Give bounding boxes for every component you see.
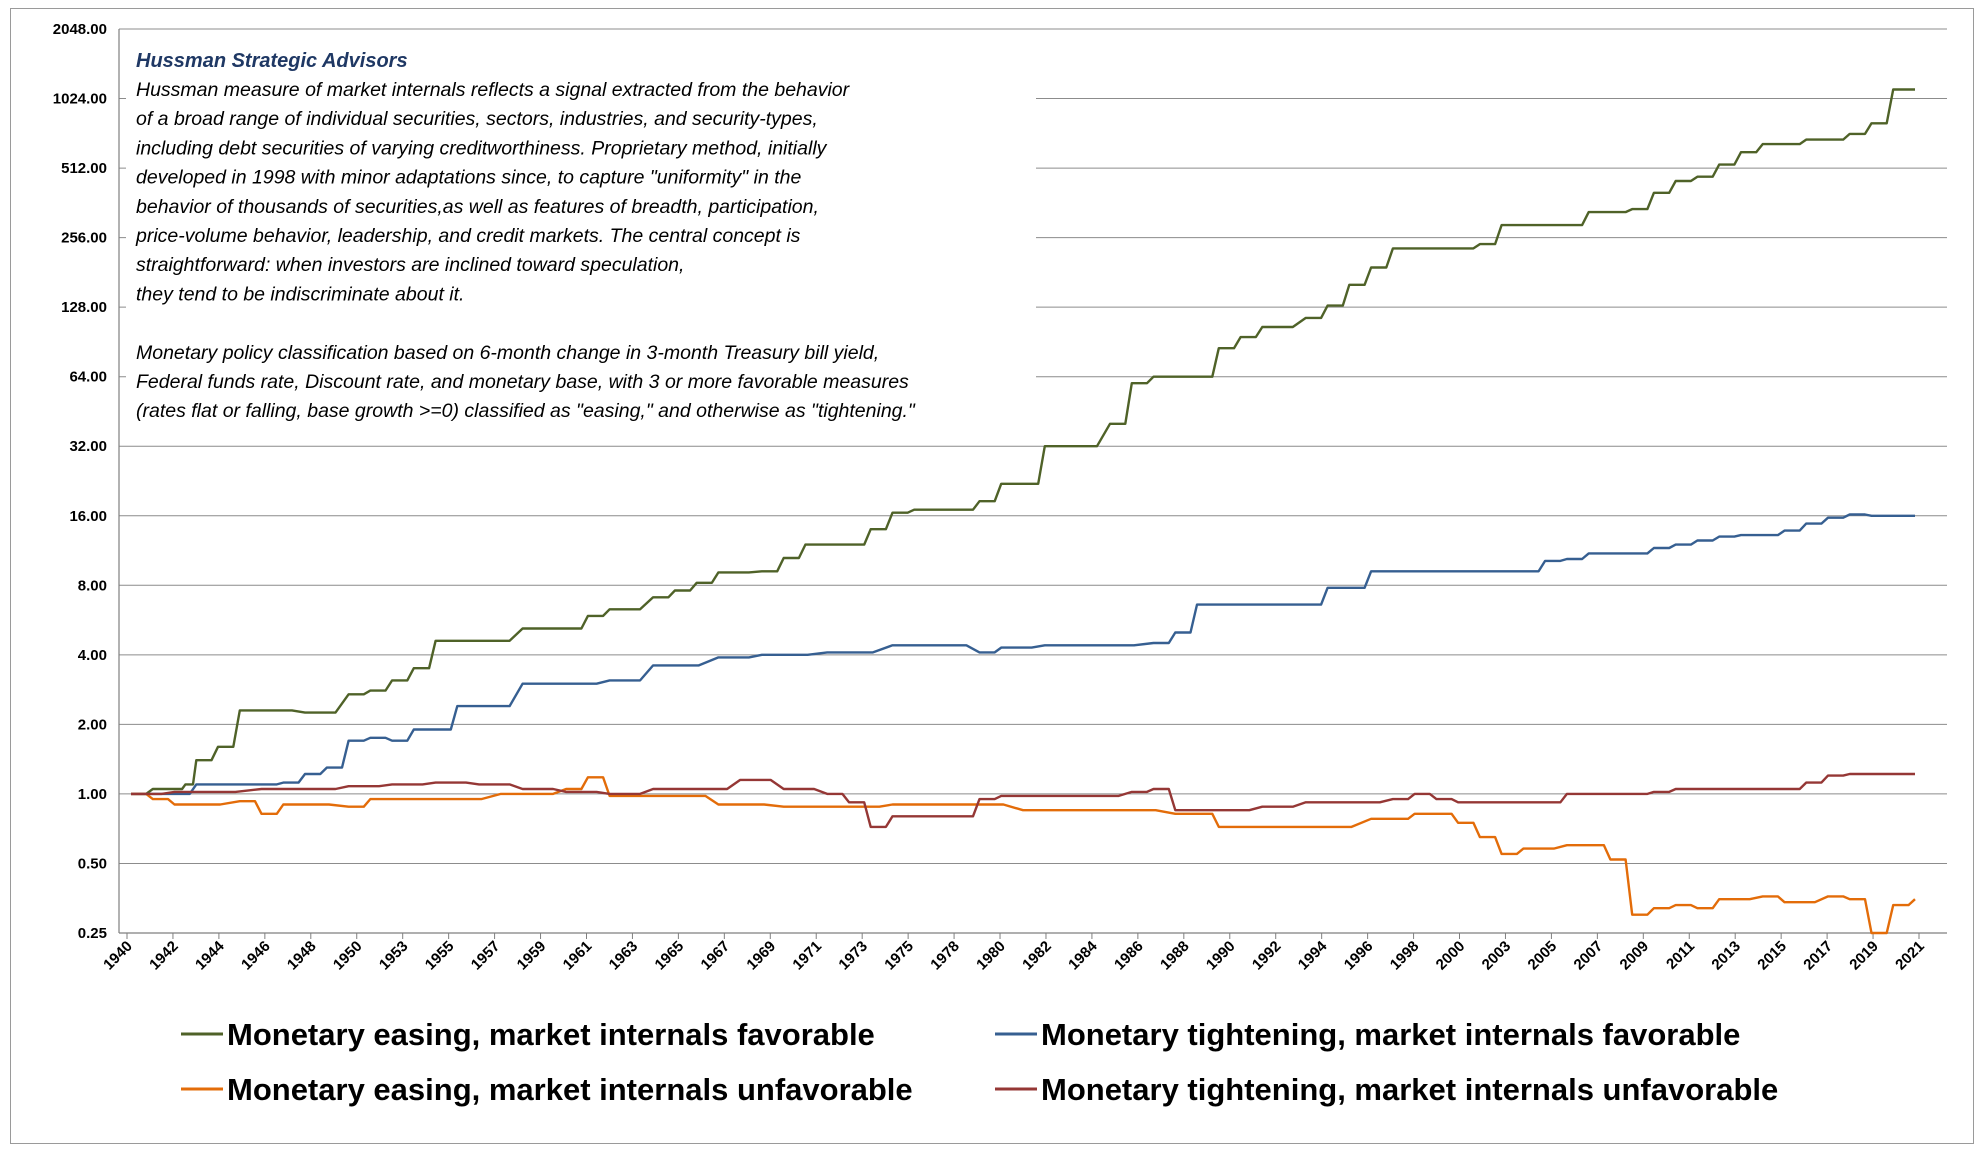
x-tick-label: 1963 bbox=[606, 938, 642, 974]
legend: Monetary easing, market internals favora… bbox=[181, 1017, 1778, 1107]
x-tick-label: 1946 bbox=[238, 938, 274, 974]
x-tick-label: 1955 bbox=[422, 938, 458, 974]
series-line-2 bbox=[131, 513, 1915, 796]
y-tick-label: 0.50 bbox=[78, 855, 107, 872]
x-tick-label: 1940 bbox=[100, 938, 136, 974]
x-tick-label: 1965 bbox=[652, 938, 688, 974]
y-tick-label: 0.25 bbox=[78, 925, 107, 942]
x-tick-label: 1961 bbox=[560, 938, 596, 974]
series-line-1 bbox=[131, 88, 1915, 796]
y-tick-label: 256.00 bbox=[61, 230, 107, 247]
annotation-line: Federal funds rate, Discount rate, and m… bbox=[136, 371, 909, 393]
legend-label: Monetary easing, market internals unfavo… bbox=[227, 1072, 913, 1107]
y-tick-label: 64.00 bbox=[69, 369, 107, 386]
annotation-line: they tend to be indiscriminate about it. bbox=[136, 283, 464, 305]
x-tick-label: 2007 bbox=[1571, 938, 1607, 974]
y-tick-label: 512.00 bbox=[61, 160, 107, 177]
annotation-title: Hussman Strategic Advisors bbox=[136, 50, 408, 72]
legend-label: Monetary tightening, market internals fa… bbox=[1041, 1017, 1740, 1052]
x-tick-label: 1998 bbox=[1387, 938, 1423, 974]
chart-canvas: Hussman Strategic Advisors Hussman measu… bbox=[53, 21, 1947, 1107]
x-tick-label: 1948 bbox=[284, 938, 320, 974]
annotation-line: price-volume behavior, leadership, and c… bbox=[135, 225, 801, 247]
y-tick-label: 1.00 bbox=[78, 786, 107, 803]
x-tick-label: 1957 bbox=[468, 938, 504, 974]
x-tick-label: 1953 bbox=[376, 938, 412, 974]
x-tick-label: 2015 bbox=[1754, 938, 1790, 974]
annotation-line: (rates flat or falling, base growth >=0)… bbox=[136, 400, 916, 422]
x-tick-label: 1978 bbox=[927, 938, 963, 974]
x-tick-label: 2005 bbox=[1525, 938, 1561, 974]
y-tick-label: 128.00 bbox=[61, 299, 107, 316]
x-tick-label: 2013 bbox=[1708, 938, 1744, 974]
x-tick-label: 2011 bbox=[1663, 938, 1698, 973]
y-tick-label: 32.00 bbox=[69, 438, 107, 455]
legend-label: Monetary tightening, market internals un… bbox=[1041, 1072, 1778, 1107]
y-tick-labels: 0.25 0.50 1.00 2.00 4.00 8.00 16.00 32.00 64.00 1… bbox=[53, 21, 107, 942]
axes bbox=[118, 29, 1947, 939]
x-tick-label: 1971 bbox=[789, 938, 825, 974]
x-tick-labels: 1940 1942 1944 1946 1948 1950 1953 1955 1957 1959… bbox=[100, 937, 1928, 973]
x-tick-label: 1967 bbox=[698, 938, 734, 974]
x-tick-label: 2009 bbox=[1617, 938, 1653, 974]
x-tick-label: 2021 bbox=[1892, 938, 1928, 974]
series-lines bbox=[131, 88, 1916, 935]
x-tick-label: 1975 bbox=[881, 938, 917, 974]
x-tick-label: 1980 bbox=[973, 938, 1009, 974]
annotation-box: Hussman Strategic Advisors Hussman measu… bbox=[126, 31, 1036, 429]
x-tick-label: 2019 bbox=[1846, 938, 1882, 974]
annotation-line: of a broad range of individual securitie… bbox=[136, 108, 818, 130]
x-tick-label: 2003 bbox=[1479, 938, 1515, 974]
series-line-4 bbox=[131, 772, 1915, 829]
x-tick-label: 1992 bbox=[1249, 938, 1285, 974]
x-tick-label: 1994 bbox=[1295, 937, 1331, 973]
series-line-3 bbox=[131, 776, 1916, 935]
y-tick-label: 4.00 bbox=[78, 647, 107, 664]
x-tick-label: 1944 bbox=[192, 937, 228, 973]
x-tick-label: 1990 bbox=[1203, 938, 1239, 974]
x-tick-label: 1950 bbox=[330, 938, 366, 974]
y-tick-label: 16.00 bbox=[69, 508, 107, 525]
annotation-line: Hussman measure of market internals refl… bbox=[136, 79, 851, 101]
x-tick-label: 1973 bbox=[835, 938, 871, 974]
y-tick-label: 1024.00 bbox=[53, 91, 107, 108]
x-tick-label: 1969 bbox=[743, 938, 779, 974]
x-tick-label: 1982 bbox=[1019, 938, 1055, 974]
y-tick-label: 2048.00 bbox=[53, 21, 107, 38]
x-tick-label: 1988 bbox=[1157, 938, 1193, 974]
x-tick-label: 1986 bbox=[1111, 938, 1147, 974]
annotation-line: Monetary policy classification based on … bbox=[136, 342, 879, 364]
x-tick-label: 1996 bbox=[1341, 938, 1377, 974]
annotation-line: developed in 1998 with minor adaptations… bbox=[136, 167, 801, 189]
x-tick-label: 1984 bbox=[1065, 937, 1101, 973]
legend-label: Monetary easing, market internals favora… bbox=[227, 1017, 875, 1052]
x-tick-label: 1959 bbox=[514, 938, 550, 974]
annotation-line: including debt securities of varying cre… bbox=[136, 137, 828, 159]
y-tick-label: 2.00 bbox=[78, 716, 107, 733]
x-tick-label: 2017 bbox=[1800, 938, 1836, 974]
x-tick-label: 1942 bbox=[146, 938, 182, 974]
y-tick-label: 8.00 bbox=[78, 577, 107, 594]
annotation-line: straightforward: when investors are incl… bbox=[136, 254, 684, 276]
chart-frame: Hussman Strategic Advisors Hussman measu… bbox=[10, 8, 1974, 1144]
annotation-line: behavior of thousands of securities,as w… bbox=[136, 196, 819, 218]
x-tick-label: 2000 bbox=[1433, 938, 1469, 974]
